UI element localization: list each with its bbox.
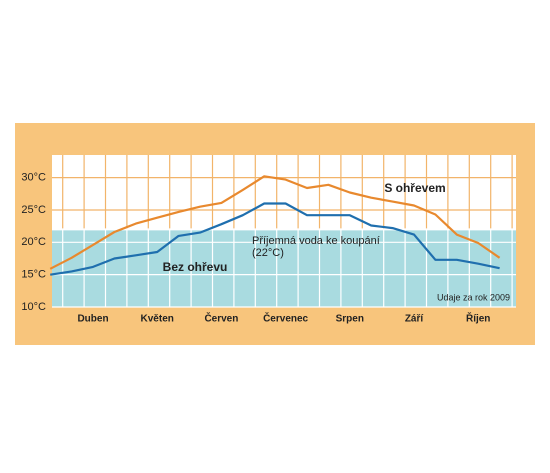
y-tick-label: 30°C — [21, 172, 46, 184]
y-tick-label: 20°C — [21, 236, 46, 248]
band-sublabel: (22°C) — [252, 247, 284, 259]
x-tick-label: Srpen — [336, 314, 364, 325]
x-tick-label: Květen — [141, 314, 174, 325]
note: Udaje za rok 2009 — [437, 292, 510, 302]
y-tick-label: 25°C — [21, 204, 46, 216]
series-label: Bez ohřevu — [163, 260, 228, 274]
x-tick-label: Říjen — [466, 312, 490, 325]
x-tick-label: Červenec — [263, 312, 308, 325]
x-tick-label: Červen — [204, 312, 238, 325]
y-tick-label: 10°C — [21, 301, 46, 313]
series-label: S ohřevem — [384, 181, 445, 195]
band-label: Příjemná voda ke koupání — [252, 235, 380, 247]
y-tick-label: 15°C — [21, 269, 46, 281]
x-tick-label: Duben — [77, 314, 108, 325]
x-tick-label: Září — [405, 314, 425, 325]
series-line — [50, 202, 500, 276]
series-line — [49, 175, 501, 270]
